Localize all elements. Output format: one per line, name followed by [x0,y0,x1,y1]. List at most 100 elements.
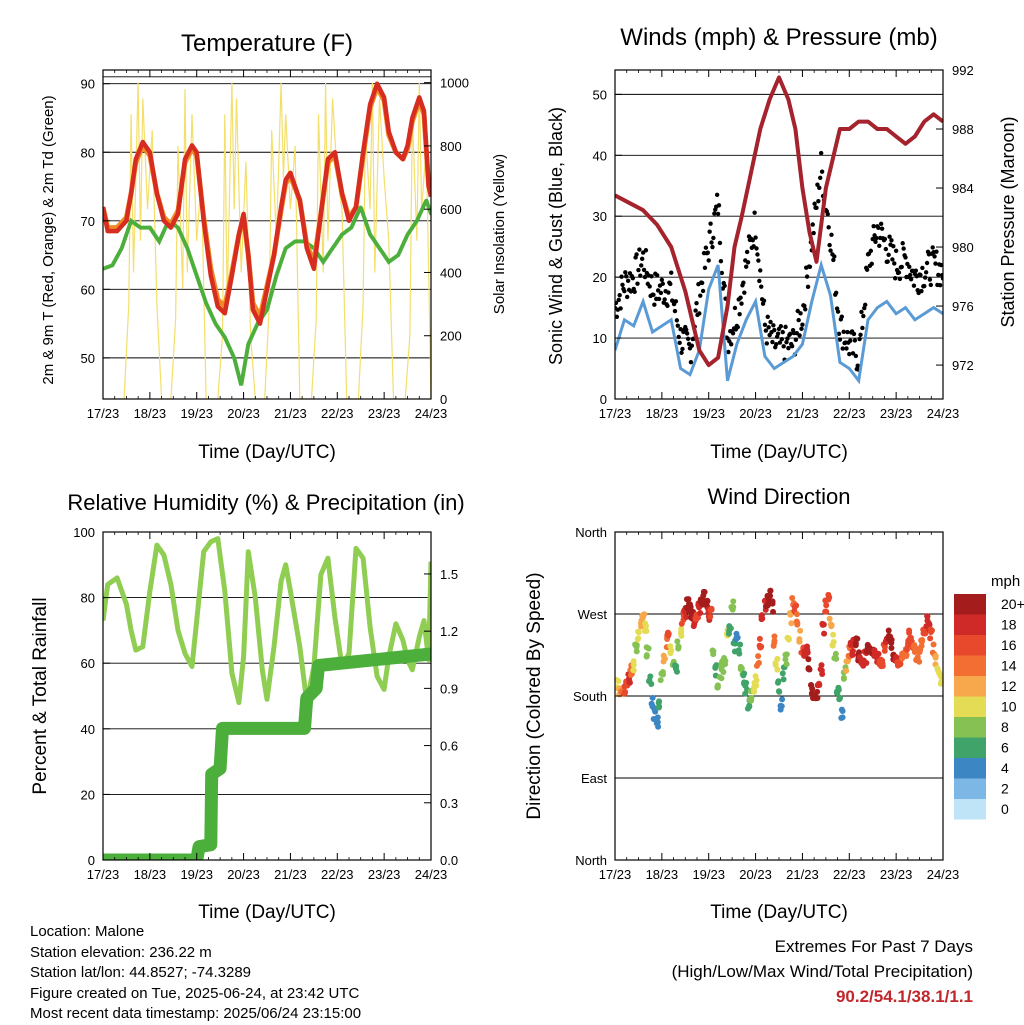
temperature-plot-area [103,81,431,399]
gust-point [763,328,769,333]
gust-point [818,175,823,181]
gust-point [642,274,648,280]
direction-point [707,613,714,620]
right-y-tick-label: 600 [440,202,462,217]
right-y-tick-label: 0.3 [440,796,458,811]
gust-point [852,338,858,343]
gust-point [684,331,690,336]
gust-point [779,337,785,342]
gust-point [871,223,876,229]
left-y-tick-label: 60 [81,656,95,671]
gust-point [937,283,943,288]
pressure-ylabel: Station Pressure (Maroon) [998,116,1018,327]
gust-point [719,270,725,276]
gust-point [639,263,644,268]
colorbar-swatch [954,676,986,697]
direction-point [879,657,886,664]
right-y-tick-label: 1.2 [440,624,458,639]
wind-axis-ticks: 17/23 18/23 19/23 20/23 21/23 22/23 23/23 24/23… [593,63,974,421]
direction-point [796,636,803,643]
direction-point [652,708,659,715]
gust-point [666,290,671,295]
gust-point [879,226,885,231]
temperature-xlabel: Time (Day/UTC) [198,442,336,463]
direction-point [635,635,642,642]
gust-point [754,246,759,251]
direction-point [641,611,648,618]
gust-point [903,255,908,260]
gust-point [847,351,852,357]
gust-point [876,225,881,230]
gust-point [658,290,664,296]
x-tick-label: 20/23 [227,867,260,882]
gust-point [623,270,628,275]
colorbar-label: 2 [1001,781,1009,797]
direction-point [782,651,789,658]
direction-point [836,695,843,702]
gust-point [752,210,757,215]
gust-point [676,334,681,340]
gust-point [709,240,714,245]
x-tick-label: 23/23 [880,867,913,882]
direction-point [654,719,661,726]
gust-point [883,246,889,252]
direction-tick-label: East [581,771,607,786]
left-y-tick-label: 80 [81,145,95,160]
gust-point [641,267,647,273]
direction-point [695,614,702,621]
direction-point [743,679,750,686]
gust-point [889,238,894,243]
gust-point [918,272,923,278]
right-y-tick-label: 400 [440,265,462,280]
direction-point [821,630,828,637]
station-info: Location: Malone Station elevation: 236.… [30,922,361,1025]
left-y-tick-label: 100 [73,525,95,540]
gust-point [784,339,789,345]
gust-point [705,250,710,255]
gust-point [694,301,699,306]
right-y-tick-label: 0 [440,392,447,407]
direction-point [633,648,640,655]
gust-point [855,363,860,368]
direction-point [677,630,684,637]
direction-point [779,696,786,703]
x-tick-label: 17/23 [87,406,120,421]
gust-point [861,313,866,319]
left-y-tick-label: 50 [81,351,95,366]
gust-point [764,341,770,346]
x-tick-label: 24/23 [415,867,448,882]
gust-point [818,150,824,156]
gust-point [662,297,667,302]
gust-point [651,292,656,298]
gust-point [777,340,783,345]
temperature-ylabel: 2m & 9m T (Red, Orange) & 2m Td (Green) [40,95,57,384]
direction-point [645,645,652,652]
direction-point [788,620,795,627]
left-y-tick-label: 0 [88,853,95,868]
direction-point [755,653,762,660]
gust-point [665,303,670,309]
direction-point [709,647,716,654]
temperature-2m-line [103,81,431,326]
direction-point [756,659,763,666]
gust-point [825,211,830,217]
direction-point [774,666,781,673]
direction-point [833,655,840,662]
left-y-tick-label: 10 [593,331,607,346]
direction-point [844,658,851,665]
direction-point [792,602,799,609]
direction-point [771,640,778,647]
colorbar-swatch [954,614,986,635]
gust-point [901,246,906,251]
gust-point [900,241,905,246]
gust-point [744,264,749,269]
gust-point [678,326,683,332]
direction-point [928,627,935,634]
direction-point [701,589,708,596]
gust-point [672,308,678,314]
humidity-xlabel: Time (Day/UTC) [198,902,336,923]
direction-point [906,629,913,636]
station-elevation: Station elevation: 236.22 m [30,943,212,961]
direction-point [643,653,650,660]
x-tick-label: 23/23 [880,406,913,421]
